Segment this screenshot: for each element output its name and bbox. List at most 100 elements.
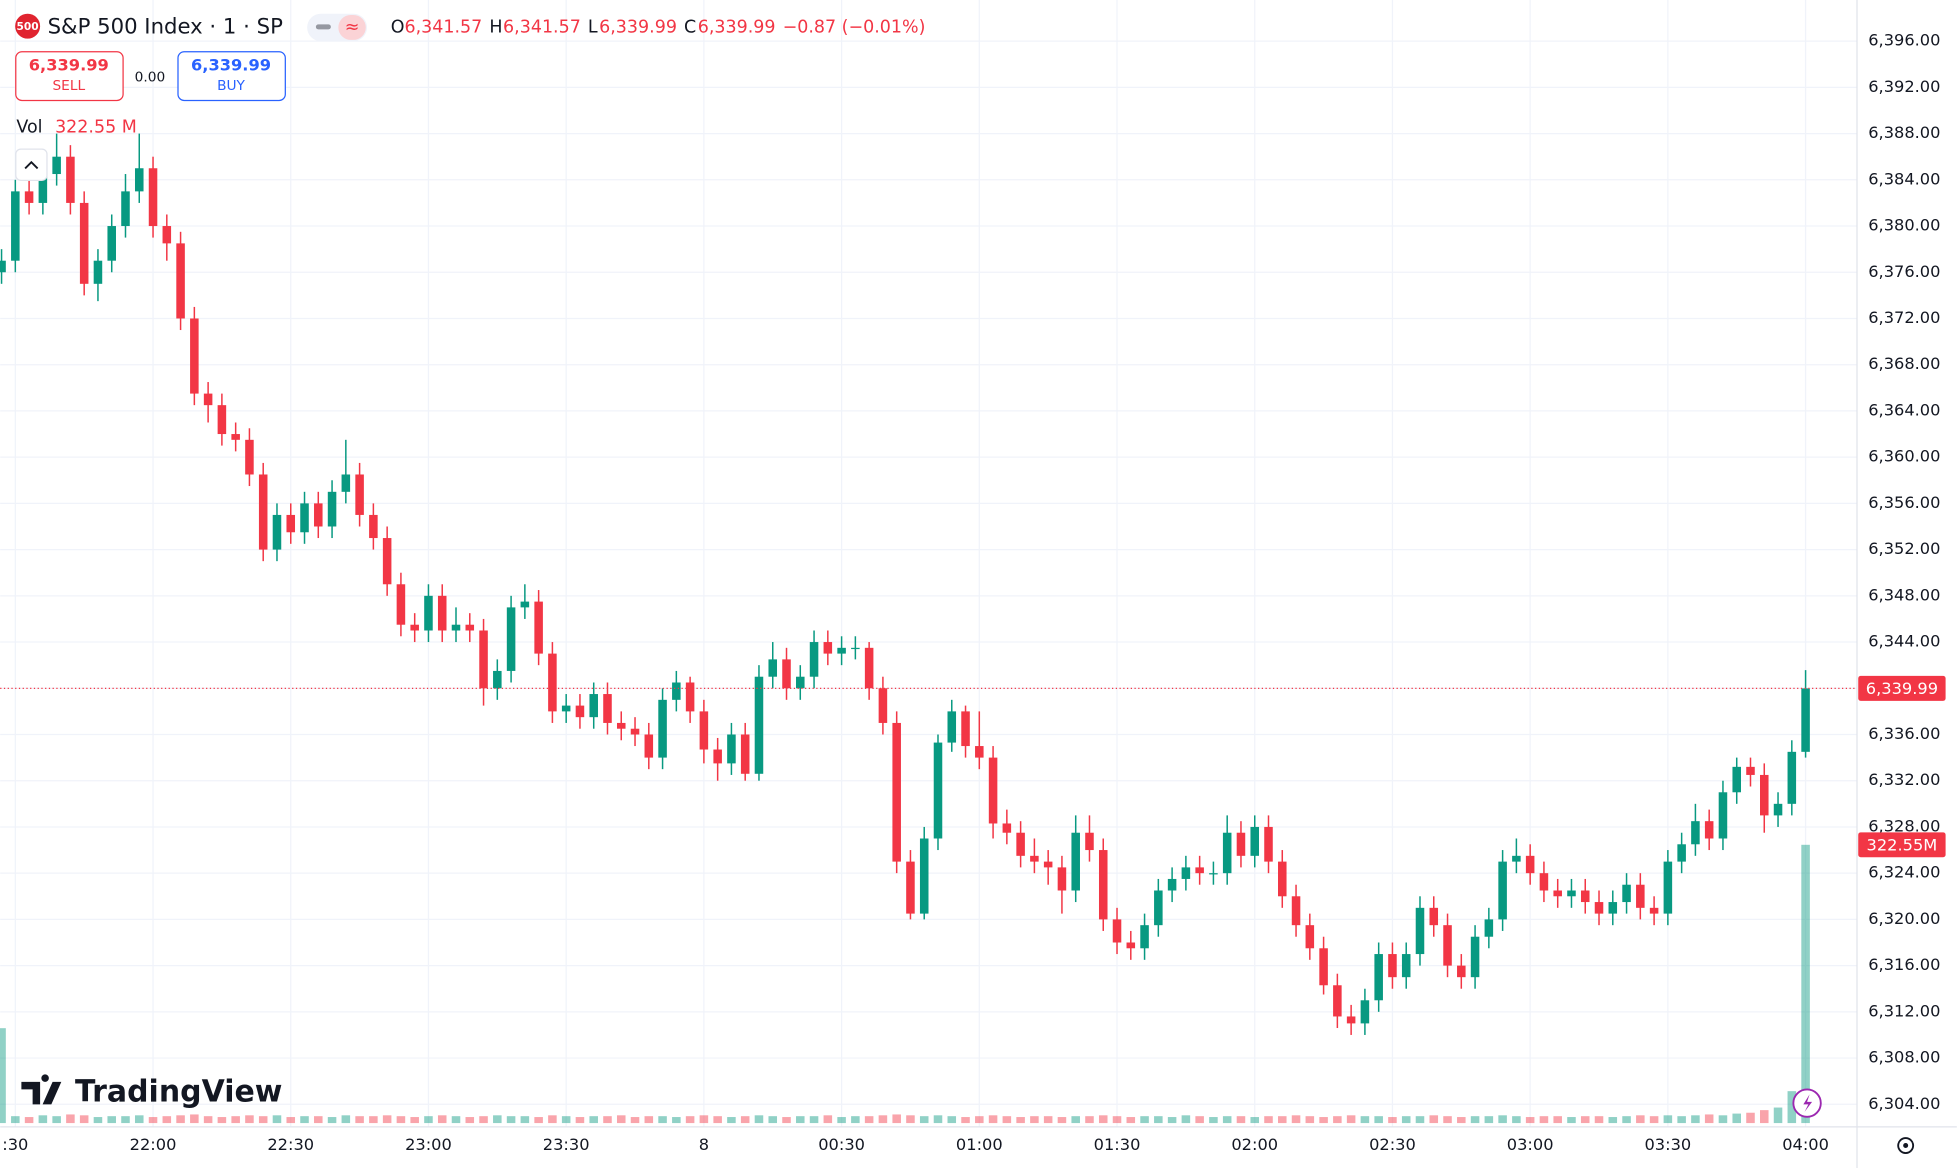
collapse-button[interactable]: [15, 148, 48, 181]
volume-bar: [369, 1116, 378, 1124]
volume-pane: [0, 844, 1810, 1124]
volume-bar: [699, 1115, 709, 1124]
sell-label: SELL: [52, 78, 85, 94]
candle-body: [603, 694, 612, 723]
candle-body: [1002, 823, 1012, 833]
volume-bar: [630, 1117, 640, 1124]
legend-key: L: [588, 17, 598, 37]
candle-body: [38, 174, 48, 203]
candle-body: [837, 647, 846, 654]
candle-body: [79, 202, 89, 284]
candle-body: [134, 168, 144, 192]
candle-body: [878, 688, 888, 723]
volume-bar: [1608, 1117, 1618, 1124]
volume-bar: [961, 1117, 970, 1124]
candle-body: [1636, 884, 1645, 908]
volume-bar: [796, 1116, 805, 1124]
y-tick-label: 6,344.00: [1868, 632, 1940, 651]
volume-bar: [1030, 1116, 1039, 1124]
candle-body: [947, 711, 957, 743]
candle-body: [1608, 902, 1618, 914]
volume-bar: [1760, 1110, 1769, 1124]
sell-button[interactable]: [15, 51, 124, 102]
volume-bar: [988, 1115, 998, 1124]
volume-bar: [162, 1116, 172, 1124]
x-tick-label: 23:30: [543, 1135, 590, 1154]
volume-bar: [809, 1116, 819, 1124]
x-tick-label: 22:00: [130, 1135, 177, 1154]
candle-body: [272, 514, 282, 550]
candle-body: [24, 191, 34, 203]
candle-body: [1346, 1016, 1356, 1024]
legend-value: 6,341.57: [404, 17, 482, 37]
candle-body: [1278, 861, 1287, 897]
candle-body: [864, 647, 874, 689]
candle-body: [1222, 832, 1232, 874]
y-tick-label: 6,352.00: [1868, 539, 1940, 558]
volume-bar: [1622, 1116, 1631, 1124]
symbol-badge: 500: [17, 21, 39, 33]
candle-body: [1498, 861, 1507, 920]
x-tick-label: 04:00: [1782, 1135, 1829, 1154]
candle-body: [616, 722, 626, 729]
volume-bar: [1098, 1115, 1108, 1124]
volume-legend-value: 322.55 M: [55, 117, 137, 137]
x-tick-label: 02:30: [1369, 1135, 1416, 1154]
collapse-icon: [315, 24, 331, 30]
volume-bar: [0, 1028, 6, 1124]
volume-bar: [1401, 1116, 1411, 1124]
candle-body: [396, 584, 406, 625]
y-tick-label: 6,364.00: [1868, 400, 1940, 419]
candle-body: [1209, 873, 1218, 875]
candle-body: [1333, 985, 1342, 1017]
candle-body: [286, 514, 296, 533]
settings-icon[interactable]: [1897, 1137, 1915, 1154]
candle-body: [1787, 751, 1797, 804]
candle-body: [1704, 821, 1714, 839]
volume-bar: [1195, 1116, 1204, 1124]
volume-bar: [24, 1117, 34, 1124]
legend-change: −0.87 (−0.01%): [783, 17, 926, 37]
y-tick-label: 6,324.00: [1868, 863, 1940, 882]
candle-body: [1746, 766, 1755, 775]
symbol-icon: [15, 13, 41, 39]
x-tick-label: 22:30: [267, 1135, 314, 1154]
candle-body: [355, 474, 364, 515]
volume-bar: [479, 1116, 488, 1124]
volume-bar: [672, 1117, 681, 1124]
y-tick-label: 6,320.00: [1868, 909, 1940, 928]
candle-body: [975, 746, 984, 758]
candle-body: [314, 503, 323, 527]
buy-button[interactable]: [177, 51, 286, 102]
volume-bar: [245, 1115, 254, 1124]
legend-value: 6,341.57: [503, 17, 581, 37]
last-price-badge: [1858, 675, 1946, 701]
candle-body: [892, 722, 901, 862]
candle-body: [437, 595, 447, 631]
legend-key: O: [391, 17, 405, 37]
volume-bar: [341, 1115, 351, 1124]
candle-body: [382, 538, 392, 585]
candle-body: [768, 659, 778, 677]
volume-bar: [231, 1116, 240, 1124]
volume-bar: [1539, 1116, 1549, 1124]
settings-icon-center: [1903, 1143, 1909, 1149]
chart-title[interactable]: S&P 500 Index · 1 · SP: [48, 14, 283, 39]
candle-body: [1167, 878, 1177, 891]
volume-bar: [66, 1114, 75, 1124]
candle-body: [534, 601, 543, 654]
y-tick-label: 6,356.00: [1868, 493, 1940, 512]
y-tick-label: 6,372.00: [1868, 308, 1940, 327]
volume-bar: [1512, 1116, 1521, 1124]
candle-body: [1112, 919, 1122, 943]
candle-body: [740, 734, 750, 774]
volume-bar: [1594, 1116, 1604, 1124]
legend-key: H: [489, 17, 502, 37]
y-tick-label: 6,368.00: [1868, 354, 1940, 373]
volume-bar: [658, 1116, 667, 1124]
buy-price: 6,339.99: [191, 56, 271, 75]
candle-body: [506, 607, 516, 671]
candle-body: [451, 624, 461, 631]
x-tick-label: 01:30: [1094, 1135, 1141, 1154]
volume-bar: [1374, 1116, 1383, 1124]
